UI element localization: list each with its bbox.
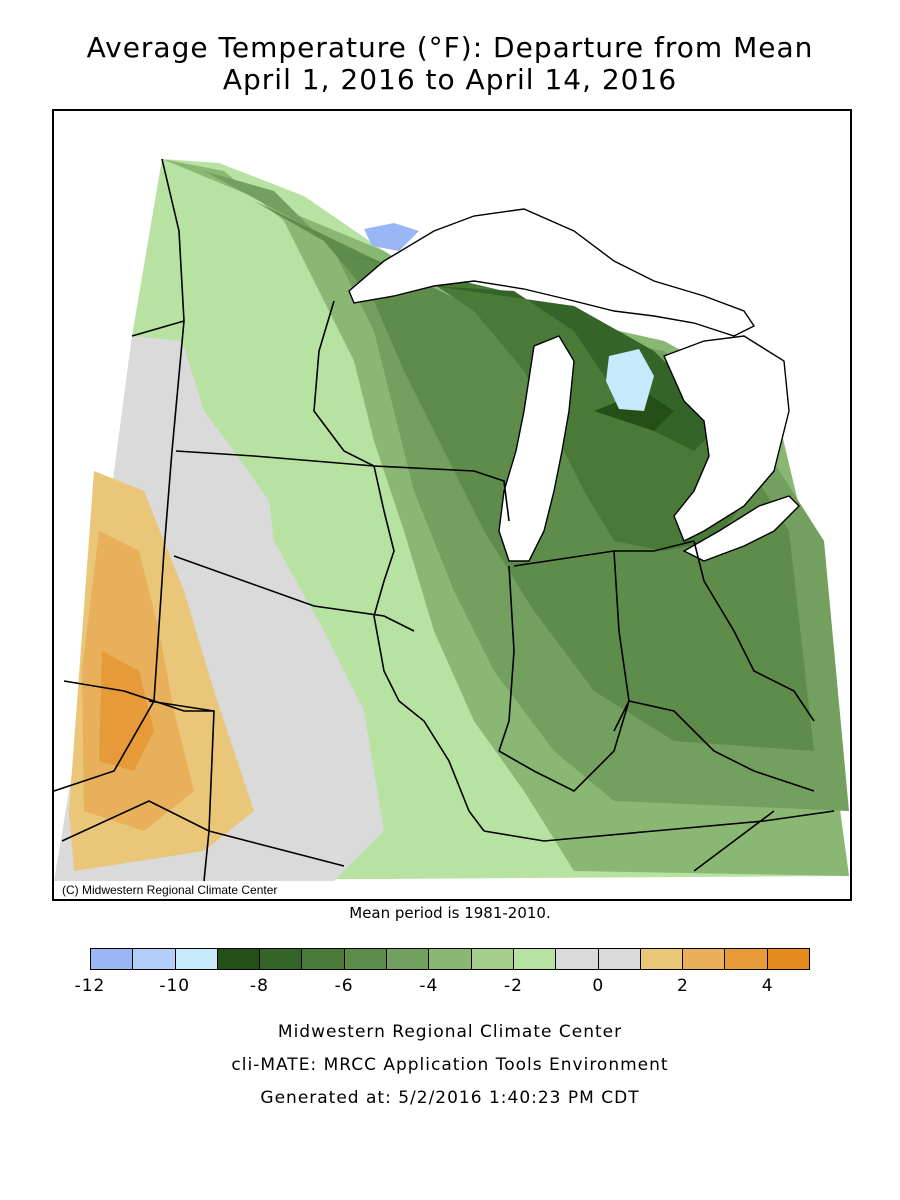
- map-title-line1: Average Temperature (°F): Departure from…: [86, 31, 814, 64]
- lake-michigan: [498, 335, 575, 562]
- temperature-departure-map: [54, 158, 849, 882]
- lake-superior: [348, 208, 756, 337]
- legend-swatch: [260, 949, 303, 969]
- legend-tick-label: -10: [159, 976, 191, 996]
- warm-zone-strong: [99, 651, 154, 771]
- legend-swatch: [91, 949, 134, 969]
- state-boundaries: [54, 158, 835, 882]
- legend-tick-label: -4: [419, 976, 439, 996]
- legend-tick-label: -8: [249, 976, 269, 996]
- legend-swatch: [767, 949, 810, 969]
- footer-tool-name: cli-MATE: MRCC Application Tools Environ…: [231, 1055, 669, 1075]
- legend-swatch: [429, 949, 472, 969]
- legend-tick-label: 4: [761, 976, 774, 996]
- mean-period-note: Mean period is 1981-2010.: [349, 904, 551, 922]
- legend-swatch: [344, 949, 388, 969]
- legend-tick-label: 0: [592, 976, 605, 996]
- map-copyright: (C) Midwestern Regional Climate Center: [60, 883, 282, 897]
- legend-swatch: [513, 949, 557, 969]
- lake-superior-cold: [364, 223, 419, 251]
- legend-swatch: [302, 949, 345, 969]
- lake-huron: [663, 335, 790, 542]
- legend-tick-label: 2: [677, 976, 689, 996]
- legend-swatch: [725, 949, 768, 969]
- lake-cold-patch: [606, 349, 654, 411]
- legend-tick-label: -2: [504, 976, 523, 996]
- footer-organization: Midwestern Regional Climate Center: [277, 1022, 623, 1042]
- legend-swatch: [133, 949, 176, 969]
- legend-swatch: [598, 949, 641, 969]
- footer-generated-time: Generated at: 5/2/2016 1:40:23 PM CDT: [260, 1088, 640, 1108]
- legend-tick-label: -6: [334, 976, 354, 996]
- legend-swatch: [556, 949, 599, 969]
- legend-swatch: [387, 949, 430, 969]
- lake-erie: [682, 495, 800, 562]
- map-frame: (C) Midwestern Regional Climate Center: [52, 109, 852, 901]
- legend-swatch: [217, 949, 261, 969]
- map-title-line2: April 1, 2016 to April 14, 2016: [222, 63, 678, 96]
- legend-swatch: [683, 949, 726, 969]
- legend-swatch: [175, 949, 218, 969]
- legend-tick-label: -12: [74, 976, 106, 996]
- green-band-7: [594, 391, 674, 431]
- legend-color-bar: [90, 948, 810, 970]
- legend-swatch: [640, 949, 684, 969]
- legend-swatch: [471, 949, 514, 969]
